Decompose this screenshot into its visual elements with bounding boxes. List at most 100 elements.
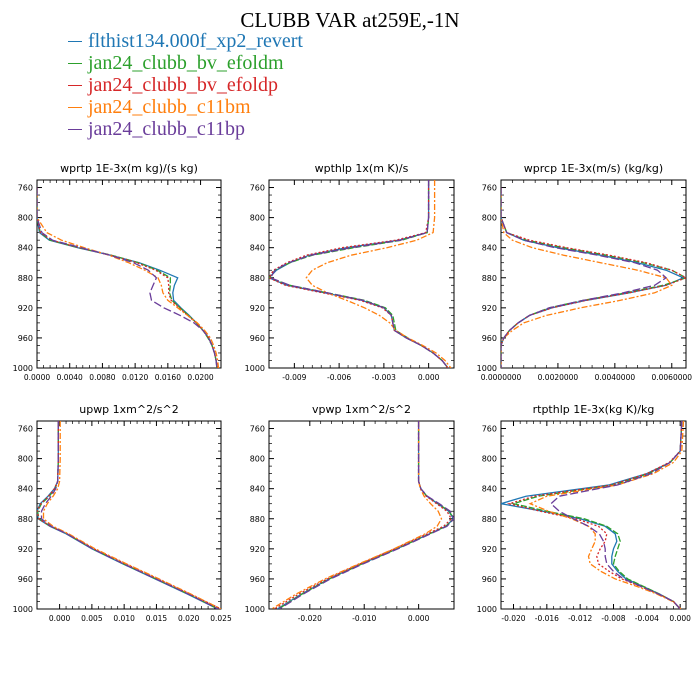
panel-title: vpwp 1xm^2/s^2 xyxy=(312,403,411,416)
x-tick-label: -0.009 xyxy=(282,373,306,382)
series-line xyxy=(276,421,454,609)
x-tick-label: 0.000 xyxy=(669,614,691,623)
y-tick-label: 840 xyxy=(250,485,265,494)
x-tick-label: 0.0060000 xyxy=(651,373,692,382)
x-tick-label: 0.000 xyxy=(49,614,71,623)
y-tick-label: 840 xyxy=(18,485,33,494)
series-line xyxy=(42,421,221,609)
y-tick-label: 840 xyxy=(250,244,265,253)
x-tick-label: 0.000 xyxy=(408,614,430,623)
plot-frame xyxy=(500,179,687,369)
y-tick-label: 920 xyxy=(250,304,265,313)
y-tick-label: 880 xyxy=(18,515,33,524)
y-tick-label: 960 xyxy=(18,334,33,343)
y-tick-label: 1000 xyxy=(477,605,497,614)
series-line xyxy=(269,180,449,368)
x-tick-label: 0.0200 xyxy=(187,373,213,382)
y-tick-label: 960 xyxy=(250,575,265,584)
series-line xyxy=(274,421,453,609)
x-tick-label: -0.010 xyxy=(352,614,376,623)
y-tick-label: 880 xyxy=(250,515,265,524)
series-line xyxy=(37,421,219,609)
series-line xyxy=(269,180,449,368)
series-line xyxy=(510,421,683,609)
panel-title: upwp 1xm^2/s^2 xyxy=(79,403,179,416)
y-tick-label: 880 xyxy=(250,274,265,283)
y-tick-label: 800 xyxy=(18,214,33,223)
series-line xyxy=(37,187,218,368)
legend-swatch xyxy=(68,62,82,64)
x-tick-label: 0.000 xyxy=(418,373,440,382)
legend-swatch xyxy=(68,106,82,108)
panel-title: wprcp 1E-3x(m/s) (kg/kg) xyxy=(524,162,663,175)
plot-frame xyxy=(36,420,222,610)
y-tick-label: 920 xyxy=(482,545,497,554)
y-tick-label: 920 xyxy=(18,304,33,313)
x-tick-label: -0.020 xyxy=(501,614,525,623)
legend-swatch xyxy=(68,40,82,42)
x-tick-label: 0.015 xyxy=(146,614,168,623)
series-line xyxy=(40,421,219,609)
series-line xyxy=(271,421,443,609)
series-line xyxy=(37,187,219,368)
y-tick-label: 760 xyxy=(18,425,33,434)
x-tick-label: -0.012 xyxy=(568,614,592,623)
y-tick-label: 800 xyxy=(18,455,33,464)
series-line xyxy=(269,180,449,368)
x-tick-label: 0.0080 xyxy=(89,373,115,382)
panel-title: rtpthlp 1E-3x(kg K)/kg xyxy=(533,403,655,416)
y-tick-label: 800 xyxy=(482,455,497,464)
series-line xyxy=(37,187,218,368)
legend-label: jan24_clubb_bv_efoldp xyxy=(88,74,278,96)
series-line xyxy=(37,187,220,368)
legend-swatch xyxy=(68,84,82,86)
y-tick-label: 920 xyxy=(250,545,265,554)
panel: rtpthlp 1E-3x(kg K)/kg 760 800 840 880 920 960… xyxy=(477,403,691,623)
y-tick-label: 920 xyxy=(18,545,33,554)
x-tick-label: -0.004 xyxy=(635,614,659,623)
legend-item: jan24_clubb_bv_efoldm xyxy=(68,52,303,74)
x-tick-label: 0.0020000 xyxy=(538,373,579,382)
y-tick-label: 840 xyxy=(482,244,497,253)
legend-label: jan24_clubb_c11bp xyxy=(88,118,246,140)
series-line xyxy=(269,180,449,368)
y-tick-label: 960 xyxy=(250,334,265,343)
x-tick-label: 0.020 xyxy=(178,614,200,623)
y-tick-label: 800 xyxy=(250,214,265,223)
y-tick-label: 760 xyxy=(482,184,497,193)
legend-item: jan24_clubb_bv_efoldp xyxy=(68,74,303,96)
x-tick-label: -0.016 xyxy=(535,614,559,623)
plot-frame xyxy=(36,179,222,369)
x-tick-label: 0.0160 xyxy=(155,373,181,382)
series-line xyxy=(37,421,219,609)
x-tick-label: -0.008 xyxy=(601,614,625,623)
series-line xyxy=(278,421,454,609)
x-tick-label: 0.010 xyxy=(113,614,135,623)
series-line xyxy=(277,421,454,609)
legend-swatch xyxy=(68,128,82,130)
plot-frame xyxy=(268,420,455,610)
series-line xyxy=(501,187,668,368)
y-tick-label: 1000 xyxy=(477,364,497,373)
y-tick-label: 920 xyxy=(482,304,497,313)
plot-frame xyxy=(268,179,455,369)
legend-label: flthist134.000f_xp2_revert xyxy=(88,30,303,52)
y-tick-label: 960 xyxy=(482,575,497,584)
series-line xyxy=(550,421,683,609)
y-tick-label: 840 xyxy=(18,244,33,253)
x-tick-label: -0.003 xyxy=(372,373,396,382)
y-tick-label: 880 xyxy=(18,274,33,283)
x-tick-label: 0.0000000 xyxy=(481,373,522,382)
y-tick-label: 760 xyxy=(18,184,33,193)
x-tick-label: 0.005 xyxy=(81,614,103,623)
legend-label: jan24_clubb_bv_efoldm xyxy=(88,52,284,74)
y-tick-label: 760 xyxy=(250,184,265,193)
x-tick-label: 0.0120 xyxy=(122,373,148,382)
x-tick-label: -0.020 xyxy=(298,614,322,623)
x-tick-label: 0.0040000 xyxy=(595,373,636,382)
panel-title: wpthlp 1x(m K)/s xyxy=(315,162,409,175)
y-tick-label: 960 xyxy=(482,334,497,343)
panel: wpthlp 1x(m K)/s 760 800 840 880 920 960 1000 -0… xyxy=(245,162,455,382)
series-line xyxy=(37,187,218,368)
